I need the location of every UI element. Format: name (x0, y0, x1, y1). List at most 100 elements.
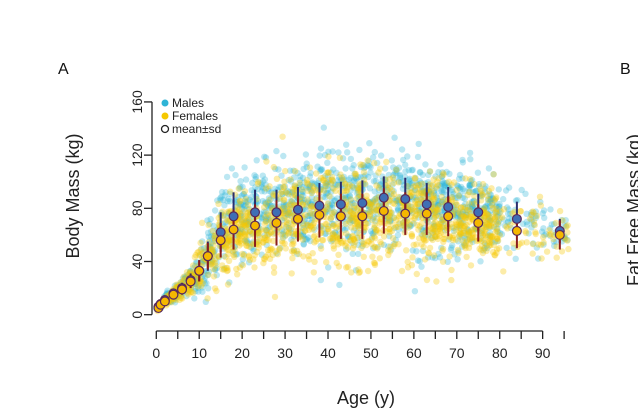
scatter-point-male (281, 183, 289, 190)
scatter-point-female (494, 234, 501, 241)
scatter-point-female (284, 190, 292, 197)
scatter-point-male (242, 176, 250, 183)
mean-point-female (357, 211, 368, 222)
scatter-point-male (393, 170, 400, 177)
scatter-point-male (307, 237, 314, 245)
scatter-point-male (192, 285, 199, 292)
scatter-point-male (367, 228, 375, 235)
scatter-point-male (237, 183, 244, 191)
scatter-point-male (387, 190, 395, 198)
scatter-point-female (263, 200, 270, 207)
scatter-point-male (468, 176, 476, 184)
scatter-point-male (199, 258, 206, 265)
scatter-point-female (341, 180, 349, 187)
scatter-point-female (190, 262, 197, 269)
scatter-point-female (288, 241, 296, 248)
scatter-point-male (350, 176, 357, 184)
scatter-point-female (371, 261, 379, 269)
mean-point-male (357, 197, 368, 208)
scatter-point-male (380, 241, 388, 249)
scatter-point-female (433, 227, 440, 235)
scatter-point-female (440, 235, 447, 243)
scatter-point-female (300, 253, 307, 260)
scatter-point-male (396, 173, 404, 180)
scatter-point-male (437, 208, 445, 215)
scatter-point-male (492, 203, 499, 211)
scatter-point-female (332, 187, 339, 194)
scatter-point-female (506, 249, 513, 257)
scatter-point-female (491, 252, 499, 259)
scatter-point-male (385, 171, 392, 179)
scatter-point-female (237, 228, 245, 235)
scatter-point-female (416, 211, 423, 218)
scatter-point-male (459, 229, 467, 236)
scatter-point-female (241, 220, 248, 227)
scatter-point-female (225, 251, 232, 258)
scatter-point-male (485, 165, 493, 172)
scatter-point-male (257, 214, 265, 221)
scatter-point-male (280, 152, 287, 160)
scatter-point-female (395, 214, 403, 221)
scatter-point-female (398, 267, 406, 275)
scatter-point-female (466, 188, 473, 196)
scatter-point-male (495, 212, 502, 219)
scatter-point-female (322, 182, 330, 190)
scatter-point-female (260, 239, 267, 246)
scatter-point-female (364, 157, 371, 164)
scatter-point-male (199, 238, 206, 245)
scatter-point-female (384, 186, 391, 194)
scatter-point-male (481, 239, 488, 247)
scatter-point-female (558, 248, 566, 255)
scatter-point-male (433, 194, 440, 201)
scatter-point-male (279, 190, 286, 198)
scatter-point-female (372, 196, 379, 203)
scatter-point-male (469, 189, 477, 196)
scatter-point-female (488, 223, 495, 230)
scatter-point-female (458, 237, 466, 244)
scatter-point-female (197, 239, 204, 247)
scatter-point-female (435, 222, 443, 229)
scatter-point-female (470, 192, 478, 200)
scatter-point-male (344, 233, 352, 241)
scatter-point-female (482, 209, 489, 216)
scatter-point-male (395, 226, 402, 233)
scatter-point-female (290, 247, 298, 254)
scatter-point-male (357, 163, 365, 171)
scatter-point-male (370, 245, 377, 252)
scatter-point-female (284, 216, 291, 224)
scatter-point-male (320, 193, 327, 200)
scatter-point-male (223, 173, 231, 181)
x-tick-label: 40 (320, 345, 336, 361)
scatter-point-male (397, 174, 404, 182)
scatter-point-male (420, 224, 427, 232)
scatter-point-female (288, 198, 295, 205)
scatter-point-female (344, 263, 352, 271)
scatter-point-male (260, 211, 267, 218)
scatter-point-female (436, 232, 443, 240)
scatter-point-male (355, 250, 362, 258)
scatter-point-male (487, 196, 494, 203)
scatter-point-male (305, 198, 312, 205)
scatter-point-male (351, 177, 358, 184)
scatter-point-male (505, 184, 513, 191)
scatter-point-female (413, 207, 420, 215)
scatter-point-female (325, 228, 332, 235)
scatter-point-male (210, 222, 217, 230)
scatter-point-male (468, 201, 476, 208)
scatter-point-female (303, 221, 311, 228)
scatter-point-male (425, 171, 432, 179)
scatter-point-female (460, 229, 468, 237)
scatter-point-male (369, 199, 377, 206)
scatter-point-male (321, 151, 329, 159)
scatter-point-male (329, 220, 336, 227)
scatter-point-female (285, 229, 293, 236)
scatter-point-male (328, 210, 335, 217)
mean-point-male (271, 207, 282, 218)
scatter-point-male (466, 182, 473, 189)
scatter-point-male (311, 180, 318, 187)
scatter-point-male (487, 217, 494, 225)
scatter-point-female (351, 238, 359, 246)
scatter-point-male (469, 203, 476, 210)
scatter-point-male (528, 218, 535, 225)
